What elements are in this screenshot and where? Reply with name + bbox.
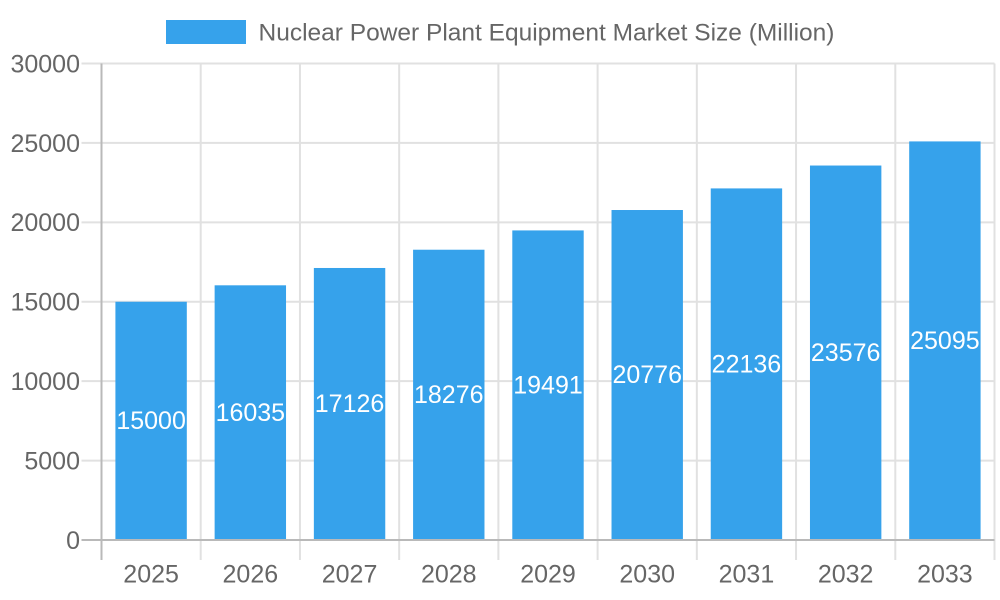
svg-text:20000: 20000 [10,209,80,237]
svg-text:15000: 15000 [10,289,80,317]
svg-text:20776: 20776 [612,361,682,389]
svg-text:2025: 2025 [123,561,179,589]
svg-text:2028: 2028 [421,561,477,589]
svg-text:18276: 18276 [414,381,484,409]
svg-text:17126: 17126 [315,390,385,418]
svg-text:25095: 25095 [910,327,980,355]
svg-text:22136: 22136 [712,350,782,378]
svg-text:19491: 19491 [513,371,583,399]
svg-text:16035: 16035 [216,399,286,427]
svg-text:2030: 2030 [619,561,675,589]
svg-text:23576: 23576 [811,339,881,367]
svg-text:2026: 2026 [223,561,279,589]
svg-text:0: 0 [66,527,80,555]
svg-text:2029: 2029 [520,561,576,589]
svg-text:2032: 2032 [818,561,874,589]
svg-text:10000: 10000 [10,368,80,396]
svg-text:25000: 25000 [10,130,80,158]
svg-text:30000: 30000 [10,50,80,78]
svg-text:Nuclear Power Plant Equipment: Nuclear Power Plant Equipment Market Siz… [259,20,835,47]
svg-text:2031: 2031 [719,561,775,589]
svg-text:15000: 15000 [116,407,186,435]
svg-text:2033: 2033 [917,561,973,589]
svg-text:5000: 5000 [24,447,80,475]
svg-text:2027: 2027 [322,561,378,589]
